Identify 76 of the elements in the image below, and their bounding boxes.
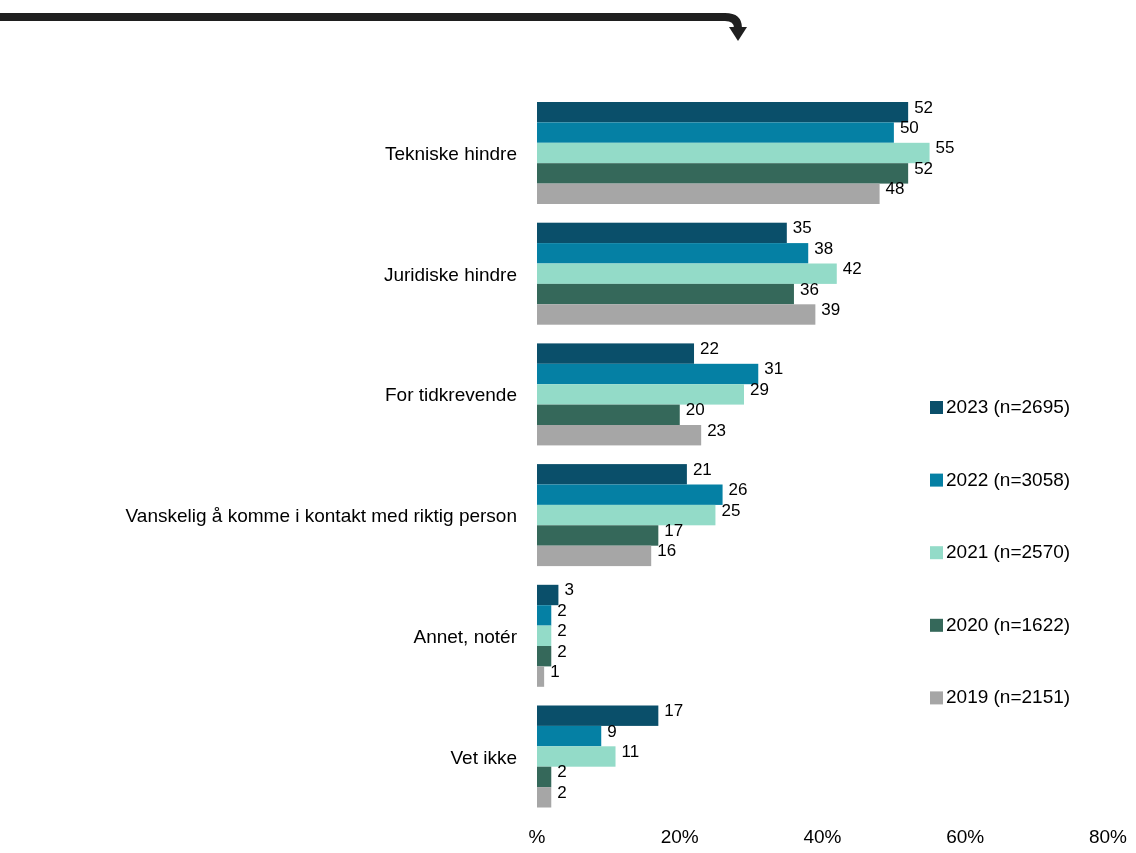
- data-label: 3: [564, 580, 574, 600]
- data-label: 2: [557, 641, 567, 661]
- x-tick-label: %: [528, 826, 546, 847]
- bar: [537, 464, 687, 485]
- data-label: 9: [607, 721, 617, 741]
- data-label: 2: [557, 621, 567, 641]
- data-label: 38: [814, 238, 834, 258]
- data-label: 16: [657, 541, 677, 561]
- bar: [537, 787, 552, 808]
- data-label: 20: [685, 400, 705, 420]
- data-label: 21: [692, 459, 712, 479]
- bar: [537, 525, 659, 546]
- bar: [537, 504, 716, 526]
- bar: [537, 725, 602, 747]
- bar: [537, 283, 794, 305]
- legend-label: 2020 (n=1622): [946, 613, 1071, 635]
- bar: [537, 404, 680, 425]
- data-label: 11: [621, 741, 640, 761]
- data-label: 55: [935, 138, 955, 158]
- y-tick-label: Vanskelig å komme i kontakt med riktig person: [125, 505, 517, 527]
- bar: [537, 766, 552, 788]
- data-label: 22: [700, 339, 719, 359]
- data-label: 2: [557, 600, 567, 620]
- bar: [537, 545, 652, 567]
- bar: [537, 484, 723, 505]
- x-tick-label: 40%: [803, 826, 842, 847]
- bar: [537, 343, 695, 364]
- data-label: 50: [899, 118, 919, 138]
- data-label: 42: [842, 259, 862, 279]
- bar: [537, 263, 837, 284]
- bar: [537, 605, 552, 626]
- bar: [537, 384, 744, 405]
- bar: [537, 705, 659, 726]
- data-label: 39: [821, 299, 841, 319]
- data-label: 25: [721, 500, 741, 520]
- y-tick-label: Annet, notér: [413, 625, 518, 647]
- bar: [537, 142, 930, 164]
- bar: [537, 304, 816, 325]
- data-label: 17: [664, 520, 684, 540]
- x-tick-label: 60%: [946, 826, 985, 847]
- data-label: 31: [764, 359, 784, 379]
- legend-label: 2023 (n=2695): [946, 396, 1071, 418]
- bar: [537, 163, 909, 184]
- bar: [537, 122, 894, 143]
- data-label: 52: [914, 158, 934, 178]
- data-label: 35: [792, 218, 812, 238]
- data-label: 2: [557, 782, 567, 802]
- data-label: 48: [885, 179, 905, 199]
- y-tick-label: Vet ikke: [450, 746, 517, 768]
- data-label: 2: [557, 762, 567, 782]
- bar: [537, 183, 880, 204]
- data-label: 36: [799, 279, 819, 299]
- data-label: 29: [749, 379, 769, 399]
- y-tick-label: Juridiske hindre: [383, 263, 517, 285]
- bar: [537, 584, 559, 606]
- legend-label: 2019 (n=2151): [946, 686, 1071, 708]
- bar: [537, 746, 616, 767]
- bar: [537, 646, 552, 667]
- bar: [537, 222, 787, 244]
- data-label: 17: [664, 701, 684, 721]
- data-label: 1: [550, 662, 560, 682]
- data-label: 26: [728, 480, 748, 500]
- y-tick-label: For tidkrevende: [384, 384, 517, 406]
- x-tick-label: 80%: [1088, 826, 1128, 847]
- data-label: 52: [914, 97, 934, 117]
- y-tick-label: Tekniske hindre: [384, 143, 517, 165]
- bar: [537, 425, 702, 446]
- bar: [537, 363, 759, 385]
- data-label: 23: [707, 420, 727, 440]
- legend-label: 2021 (n=2570): [946, 541, 1071, 563]
- bar: [537, 666, 545, 687]
- bar: [537, 102, 909, 123]
- x-tick-label: 20%: [660, 826, 699, 847]
- bar: [537, 243, 809, 264]
- legend-label: 2022 (n=3058): [946, 468, 1071, 490]
- bar: [537, 625, 552, 646]
